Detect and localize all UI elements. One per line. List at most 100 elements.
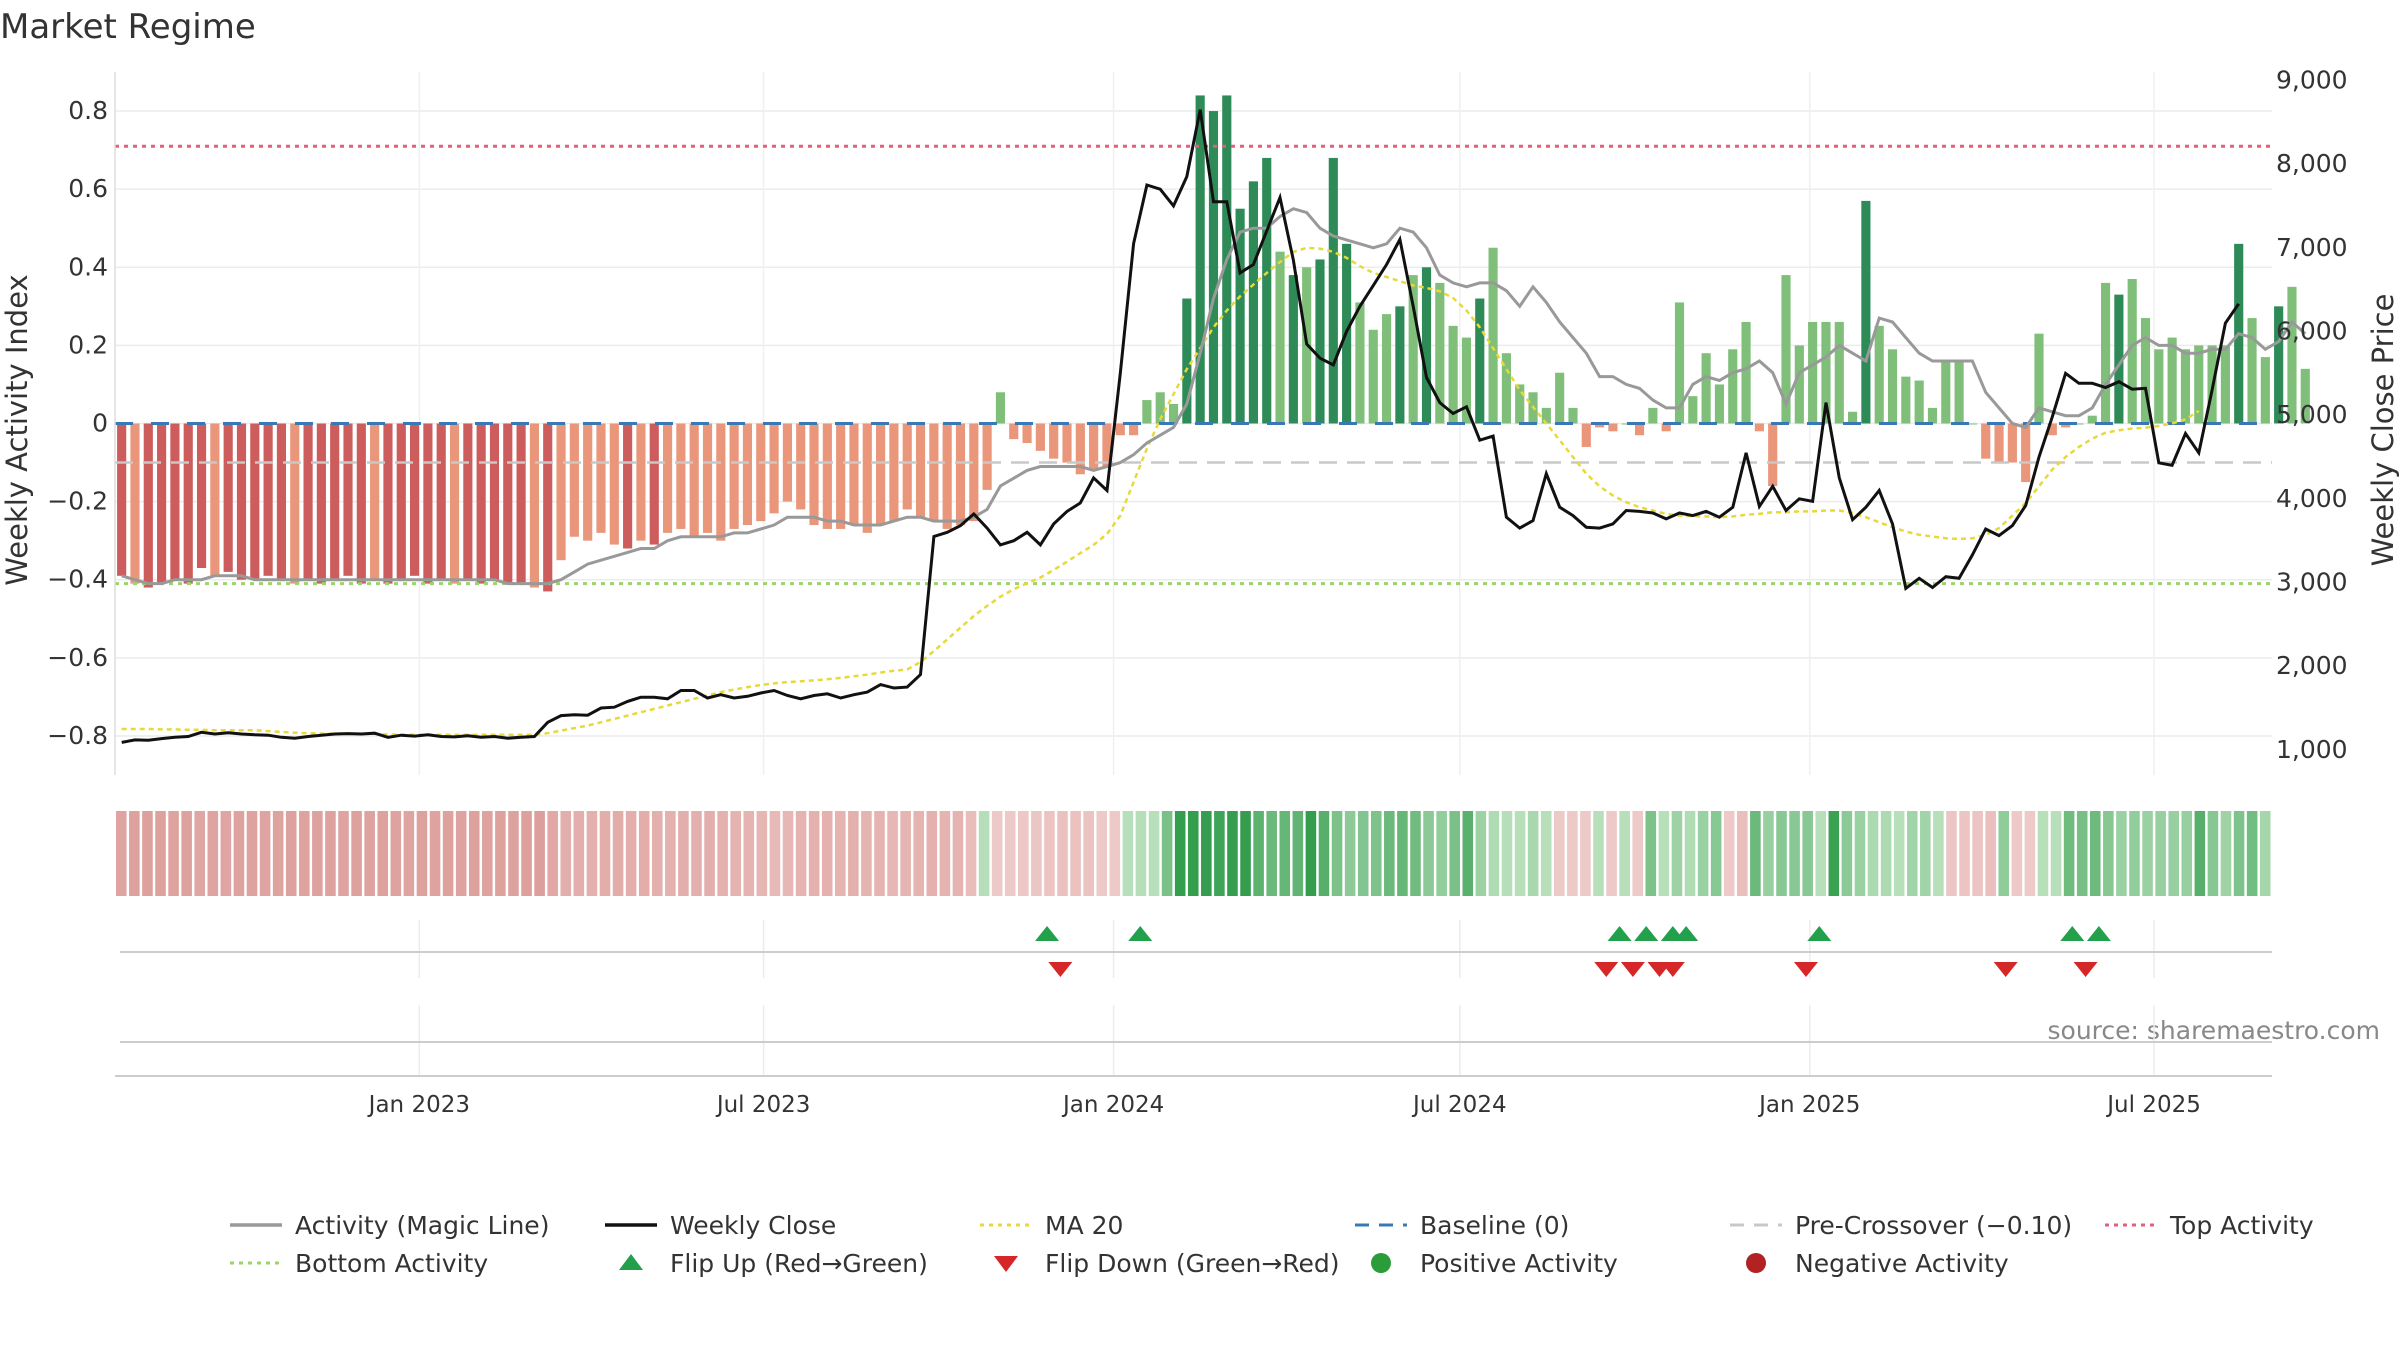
- activity-bar: [636, 423, 646, 541]
- activity-bar: [1608, 423, 1618, 432]
- regime-strip-cell: [364, 811, 375, 896]
- regime-strip-cell: [377, 811, 389, 896]
- flip-up-marker: [1607, 926, 1632, 941]
- regime-strip-cell: [1606, 811, 1617, 896]
- regime-strip-cell: [181, 811, 192, 896]
- regime-strip-cell: [1096, 811, 1108, 896]
- legend-label: Top Activity: [2169, 1211, 2314, 1240]
- regime-strip-cell: [325, 811, 336, 896]
- activity-bar: [1808, 321, 1818, 424]
- regime-strip-cell: [1684, 811, 1696, 896]
- activity-bar: [902, 423, 912, 510]
- legend-label: Baseline (0): [1420, 1211, 1569, 1240]
- activity-bar: [463, 423, 473, 580]
- regime-strip-cell: [1370, 811, 1382, 896]
- regime-strip-cell: [1083, 811, 1094, 896]
- activity-bar: [1741, 321, 1751, 424]
- activity-bar: [383, 423, 393, 584]
- activity-bar: [1954, 361, 1964, 424]
- regime-strip-cell: [1880, 811, 1892, 896]
- activity-bar: [1754, 423, 1764, 432]
- legend-swatch: [1371, 1253, 1391, 1273]
- regime-strip-cell: [1514, 811, 1526, 896]
- regime-strip-cell: [1214, 811, 1225, 896]
- regime-strip-cell: [2089, 811, 2101, 896]
- activity-bar: [995, 392, 1006, 424]
- regime-strip-cell: [756, 811, 768, 896]
- regime-strip-cell: [887, 811, 898, 896]
- regime-strip-cell: [1893, 811, 1905, 896]
- y-tick-label-left: −0.8: [47, 721, 108, 750]
- activity-bar: [143, 423, 153, 588]
- regime-strip-cell: [521, 811, 532, 896]
- regime-strip-cell: [1671, 811, 1683, 896]
- regime-strip-cell: [835, 811, 846, 896]
- activity-bar: [2074, 423, 2084, 425]
- regime-strip-cell: [416, 811, 428, 896]
- regime-strip-cell: [1750, 811, 1761, 896]
- regime-strip-cell: [2259, 811, 2271, 896]
- legend-swatch: [994, 1256, 1018, 1272]
- regime-strip-cell: [1632, 811, 1644, 896]
- regime-strip-cell: [743, 811, 755, 896]
- regime-strip-cell: [207, 811, 219, 896]
- regime-strip-cell: [116, 811, 127, 896]
- regime-strip-cell: [1723, 811, 1735, 896]
- regime-strip-cell: [900, 811, 911, 896]
- regime-strip-cell: [2207, 811, 2219, 896]
- regime-strip-cell: [220, 811, 232, 896]
- regime-strip-cell: [1501, 811, 1513, 896]
- activity-bar: [303, 423, 313, 580]
- regime-strip-cell: [155, 811, 166, 896]
- activity-bar: [410, 423, 420, 576]
- activity-bar: [1728, 349, 1738, 424]
- activity-bar: [2127, 278, 2137, 424]
- activity-bar: [183, 423, 193, 584]
- y-axis-label-left: Weekly Activity Index: [0, 274, 34, 585]
- regime-strip-cell: [1109, 811, 1121, 896]
- regime-strip-cell: [1815, 811, 1827, 896]
- activity-bar: [769, 423, 779, 514]
- activity-bar: [1129, 423, 1139, 436]
- flip-down-marker: [2073, 962, 2098, 977]
- activity-bar: [263, 423, 273, 576]
- activity-bar: [290, 423, 300, 584]
- y-axis-label-right: Weekly Close Price: [2366, 294, 2400, 567]
- activity-bar: [596, 423, 606, 533]
- legend-label: MA 20: [1045, 1211, 1123, 1240]
- activity-bar: [1768, 423, 1778, 486]
- regime-strip-cell: [1540, 811, 1552, 896]
- activity-bar: [623, 423, 633, 549]
- activity-bar: [1168, 403, 1179, 424]
- activity-bar: [2034, 333, 2044, 424]
- regime-strip-cell: [991, 811, 1003, 896]
- regime-strip-cell: [1174, 811, 1186, 896]
- activity-bar: [1901, 376, 1911, 424]
- activity-bar: [343, 423, 353, 576]
- regime-strip-cell: [2116, 811, 2127, 896]
- regime-strip-cell: [2063, 811, 2075, 896]
- y-tick-label-right: 1,000: [2276, 735, 2348, 764]
- activity-bar: [1435, 282, 1445, 424]
- chart-title: Market Regime: [0, 7, 256, 47]
- activity-bar: [556, 423, 566, 561]
- legend-label: Flip Down (Green→Red): [1045, 1249, 1340, 1278]
- regime-strip-cell: [560, 811, 572, 896]
- regime-strip-cell: [495, 811, 506, 896]
- regime-strip-cell: [2050, 811, 2062, 896]
- regime-strip-cell: [429, 811, 441, 896]
- legend: Activity (Magic Line) Weekly Close MA 20 Ba…: [230, 1211, 2314, 1278]
- regime-strip-cell: [651, 811, 663, 896]
- regime-strip-cell: [638, 811, 650, 896]
- legend-label: Weekly Close: [670, 1211, 836, 1240]
- activity-bar: [583, 423, 593, 541]
- activity-bar: [1089, 423, 1099, 471]
- activity-bar: [1142, 400, 1152, 424]
- activity-bar: [689, 423, 699, 537]
- regime-strip-cell: [1266, 811, 1277, 896]
- regime-strip-cell: [1906, 811, 1918, 896]
- regime-strip-cell: [1488, 811, 1500, 896]
- x-tick-label: Jan 2023: [367, 1092, 470, 1118]
- regime-strip-cell: [129, 811, 140, 896]
- regime-strip-cell: [1475, 811, 1487, 896]
